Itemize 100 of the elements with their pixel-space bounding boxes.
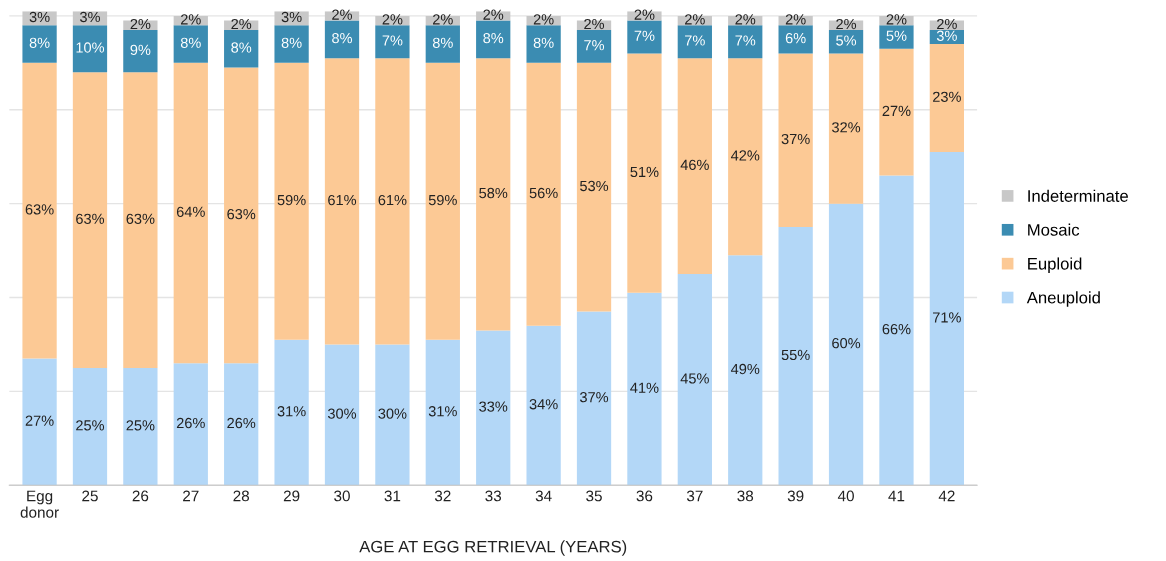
data-label: 63%	[76, 213, 105, 224]
data-label: 42%	[730, 150, 760, 161]
data-label: 33%	[479, 401, 508, 412]
data-label: 23%	[933, 91, 961, 102]
bar	[828, 53, 864, 204]
bar	[929, 152, 964, 486]
data-label: 61%	[378, 194, 407, 206]
data-label: 2%	[785, 14, 806, 25]
bar	[324, 20, 360, 59]
bar	[576, 29, 612, 63]
bar	[224, 363, 259, 486]
data-label: 31%	[428, 406, 457, 417]
data-label: 8%	[231, 42, 252, 53]
bar	[677, 25, 712, 59]
x-tick-label: 34	[535, 490, 552, 502]
bar	[72, 25, 108, 73]
x-tick-label: 29	[283, 490, 300, 502]
bar	[123, 72, 158, 368]
x-tick-label: 36	[636, 490, 653, 502]
bar	[677, 274, 712, 486]
bar	[476, 58, 511, 331]
data-label: 25%	[76, 420, 105, 431]
bar	[274, 25, 309, 63]
data-label: 6%	[785, 32, 806, 44]
bar	[224, 67, 259, 364]
x-tick-label: 28	[233, 490, 250, 502]
bar	[173, 363, 208, 486]
data-label: 7%	[382, 35, 403, 46]
bar	[728, 58, 763, 256]
bar	[526, 25, 561, 63]
data-label: 61%	[328, 194, 357, 206]
data-label: 37%	[579, 392, 609, 403]
data-label: 10%	[76, 42, 105, 53]
data-label: 32%	[832, 122, 861, 133]
data-label: 45%	[680, 373, 709, 384]
data-label: 7%	[685, 35, 705, 46]
bar	[778, 25, 813, 54]
data-label: 66%	[882, 323, 911, 335]
bar	[879, 48, 914, 176]
bar	[274, 339, 309, 486]
data-label: 8%	[180, 37, 201, 48]
data-label: 8%	[483, 32, 504, 44]
data-label: 53%	[580, 180, 609, 192]
bar	[728, 255, 763, 486]
x-tick-label: 26	[132, 490, 149, 502]
data-label: 9%	[130, 44, 151, 56]
data-label: 64%	[176, 206, 205, 217]
bar	[476, 330, 511, 486]
data-label: 41%	[630, 382, 659, 393]
x-tick-label: 39	[787, 490, 804, 502]
bar	[627, 20, 662, 54]
bar	[123, 29, 158, 73]
data-label: 2%	[634, 9, 655, 20]
data-label: 2%	[180, 14, 201, 25]
data-label: 26%	[227, 417, 256, 429]
data-label: 8%	[533, 37, 554, 48]
data-label: 63%	[25, 204, 54, 215]
bar	[627, 292, 662, 486]
data-label: 2%	[332, 9, 353, 20]
legend-label: Mosaic	[1028, 223, 1080, 236]
bar	[72, 72, 108, 368]
x-axis-title: AGE AT EGG RETRIEVAL (YEARS)	[359, 540, 627, 556]
data-label: 2%	[533, 14, 554, 25]
data-label: 27%	[25, 415, 54, 426]
data-label: 58%	[479, 187, 508, 199]
bar	[375, 25, 410, 59]
data-label: 63%	[227, 208, 256, 220]
x-tick-label: Egg donor	[20, 490, 59, 518]
legend-label: Indeterminate	[1028, 189, 1128, 202]
data-label: 2%	[382, 14, 403, 25]
data-label: 26%	[176, 417, 205, 429]
data-label: 8%	[332, 32, 353, 44]
data-label: 27%	[882, 105, 911, 116]
x-tick-label: 42	[938, 490, 955, 502]
data-label: 30%	[378, 408, 407, 419]
x-tick-label: 30	[334, 490, 350, 502]
x-tick-label: 25	[82, 490, 98, 502]
bar	[778, 53, 813, 228]
data-label: 2%	[836, 18, 857, 30]
bar	[22, 62, 57, 359]
x-tick-label: 41	[888, 490, 905, 502]
bar	[224, 29, 259, 68]
data-label: 25%	[126, 420, 155, 431]
x-tick-label: 27	[183, 490, 199, 502]
bar	[627, 53, 662, 293]
data-label: 37%	[781, 133, 810, 145]
data-label: 46%	[680, 159, 709, 171]
x-tick-label: 38	[737, 490, 754, 502]
bar	[173, 62, 208, 364]
bar	[879, 175, 914, 486]
legend-label: Aneuploid	[1026, 291, 1100, 307]
x-tick-label: 40	[837, 490, 854, 502]
data-label: 71%	[933, 312, 961, 323]
data-label: 3%	[281, 11, 302, 23]
bar	[375, 58, 410, 345]
data-label: 2%	[231, 18, 252, 30]
data-label: 2%	[886, 14, 907, 25]
x-tick-label: 31	[384, 490, 401, 502]
bar	[22, 25, 57, 63]
bar	[274, 62, 309, 340]
